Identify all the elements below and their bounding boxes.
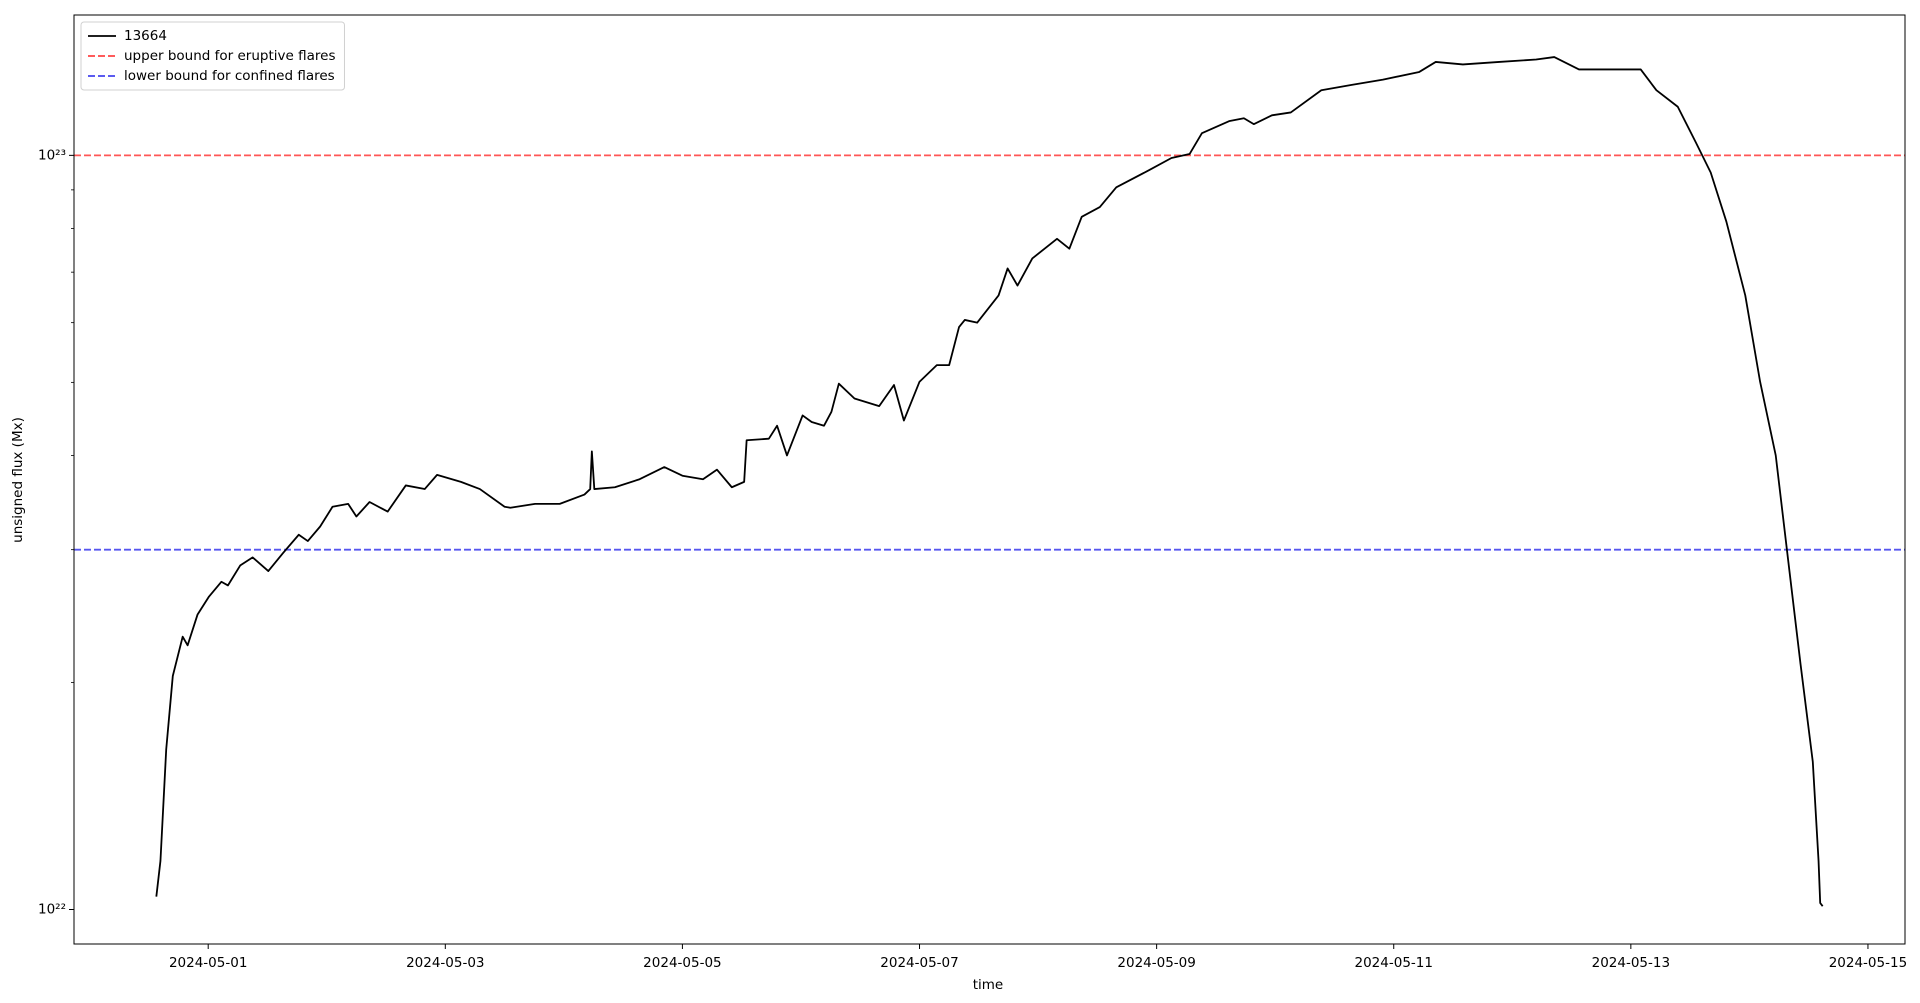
x-tick-label: 2024-05-15 (1829, 955, 1907, 971)
legend-label: 13664 (124, 28, 167, 44)
plot-area (74, 56, 1905, 907)
y-tick-label: 10²³ (38, 147, 66, 163)
plot-frame (73, 14, 1906, 945)
x-tick-label: 2024-05-01 (169, 955, 247, 971)
legend: 13664 upper bound for eruptive flares lowe… (80, 21, 345, 91)
x-tick-label: 2024-05-13 (1592, 955, 1670, 971)
data-line (155, 56, 1824, 907)
x-tick-label: 2024-05-07 (880, 955, 958, 971)
x-tick-label: 2024-05-09 (1117, 955, 1195, 971)
x-axis-label: time (973, 977, 1004, 993)
x-tick-label: 2024-05-05 (643, 955, 721, 971)
legend-label: lower bound for confined flares (124, 68, 335, 84)
x-tick-label: 2024-05-11 (1355, 955, 1433, 971)
y-axis-label: unsigned flux (Mx) (10, 417, 26, 543)
y-tick-label: 10²² (38, 901, 66, 917)
x-tick-label: 2024-05-03 (406, 955, 484, 971)
legend-label: upper bound for eruptive flares (124, 48, 335, 64)
legend-box (80, 21, 345, 91)
